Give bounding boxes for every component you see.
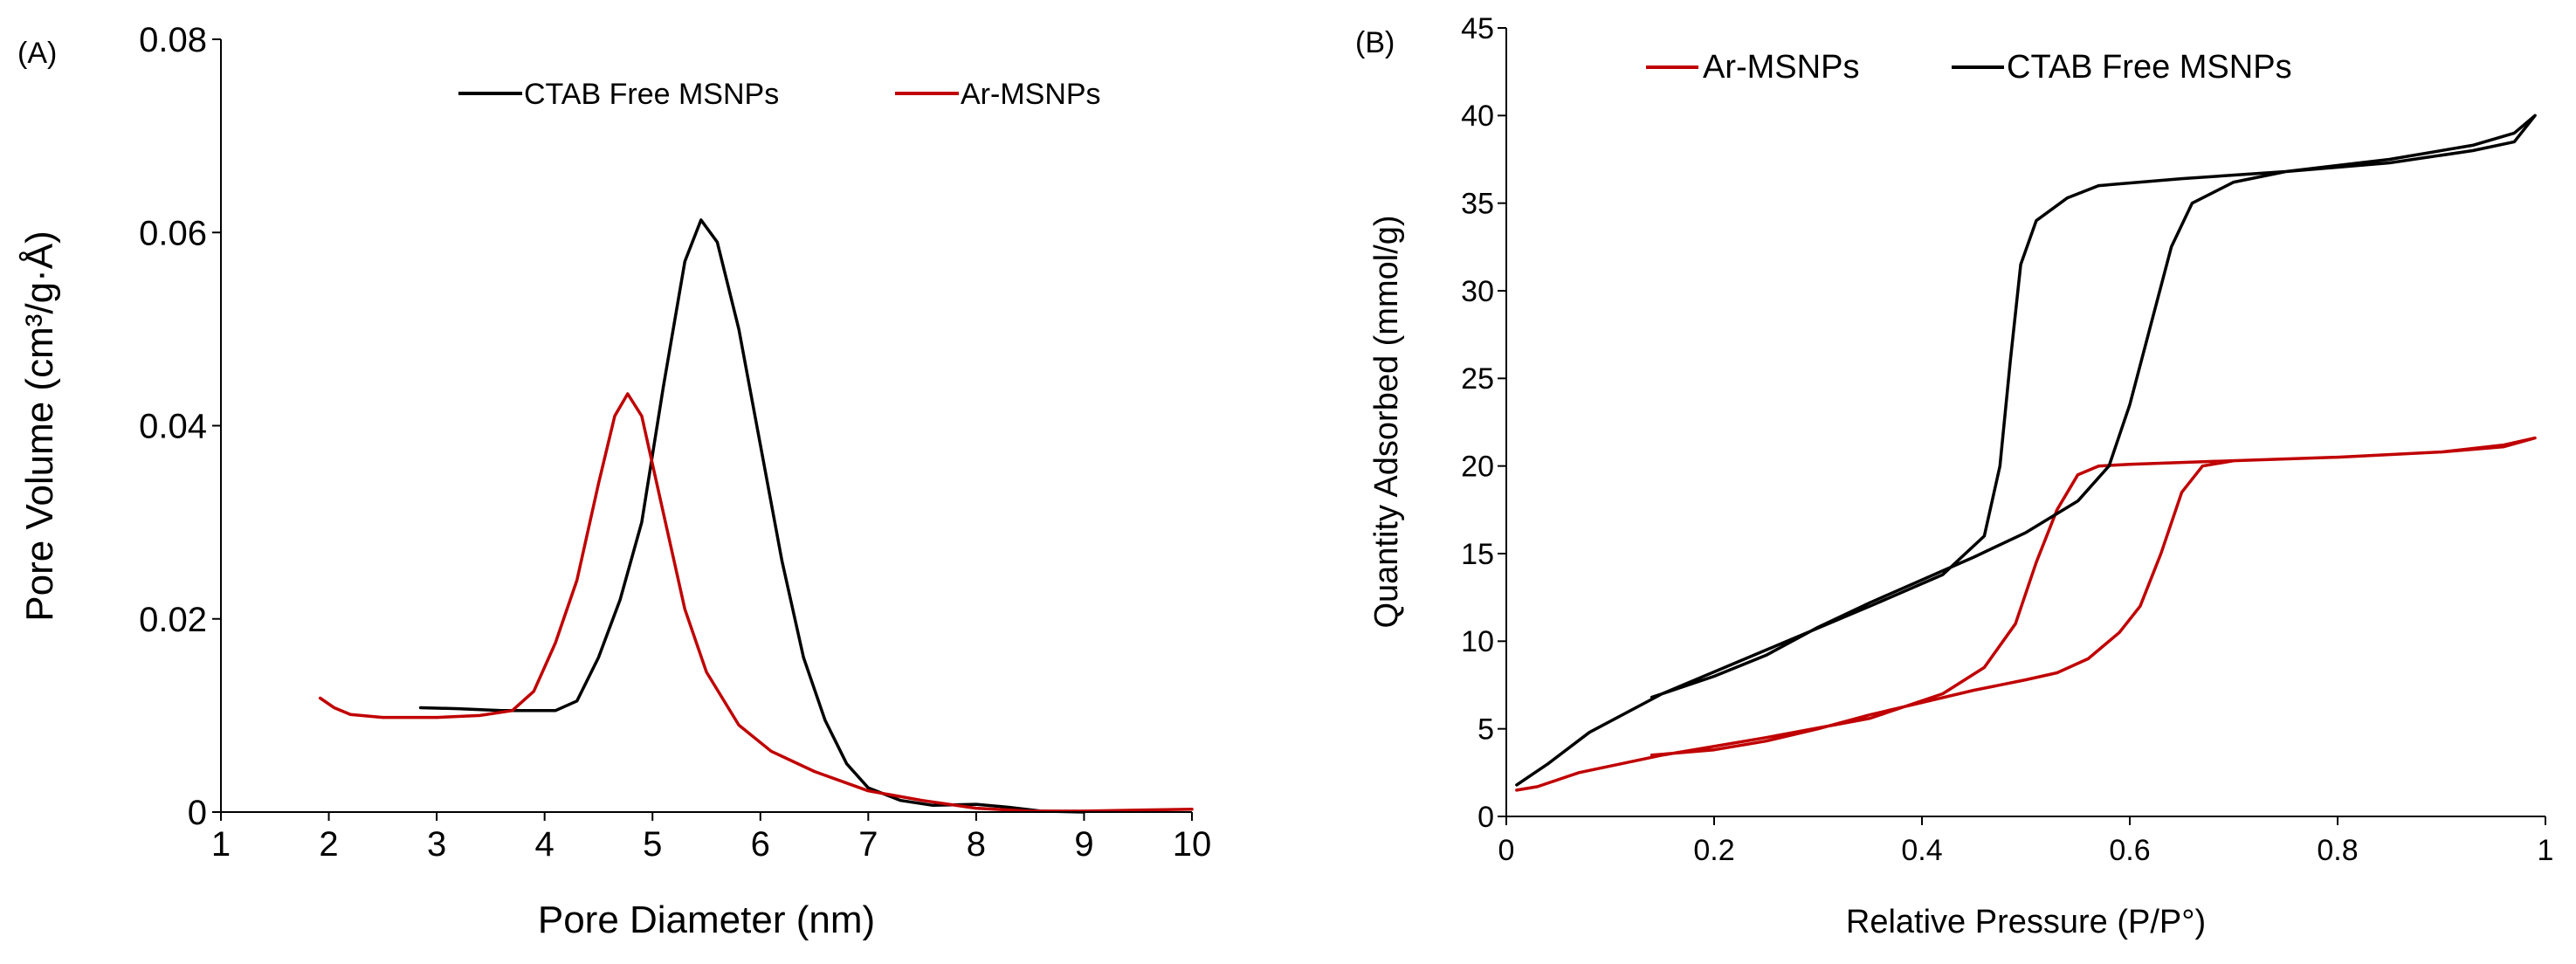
y-tick-label-b: 45 <box>1461 12 1494 45</box>
series-lines-a <box>318 218 1194 814</box>
y-tick-label-a: 0 <box>188 794 207 832</box>
x-tick-label-a: 9 <box>1074 825 1093 864</box>
legend-label-ar-b: Ar-MSNPs <box>1703 49 1859 86</box>
x-tick-label-a: 8 <box>967 825 986 864</box>
y-tick-label-b: 5 <box>1477 713 1494 747</box>
x-tick-label-a: 7 <box>858 825 878 864</box>
chart-panel-b: (B) 0 5 10 15 20 25 30 35 40 45 0 0.2 0.4 0.6 0.8 1 Re… <box>1355 12 2553 940</box>
y-ticks-b: 0 5 10 15 20 25 30 35 40 45 <box>1461 12 1506 834</box>
y-tick-label-b: 10 <box>1461 625 1494 658</box>
x-tick-label-b: 0.4 <box>1901 834 1942 867</box>
x-tick-label-a: 5 <box>643 825 662 864</box>
series-line-ctab-free-msnps-a <box>418 218 1086 814</box>
series-line-ar-msnps-a <box>318 392 1194 813</box>
legend-label-ctab-b: CTAB Free MSNPs <box>2007 49 2292 86</box>
legend-label-ar-a: Ar-MSNPs <box>961 78 1101 111</box>
y-tick-label-b: 15 <box>1461 538 1494 571</box>
y-tick-label-b: 35 <box>1461 188 1494 221</box>
x-ticks-b: 0 0.2 0.4 0.6 0.8 1 <box>1498 816 2554 867</box>
x-tick-label-b: 0.2 <box>1693 834 1734 867</box>
series-line-ctab-free-msnps-b <box>1515 114 2537 787</box>
y-axis-title-b: Quantity Adsorbed (mmol/g) <box>1368 215 1405 628</box>
x-tick-label-b: 0.6 <box>2109 834 2150 867</box>
x-tick-label-a: 10 <box>1173 825 1212 864</box>
panel-label-a: (A) <box>17 37 57 70</box>
series-line-ar-msnps-b <box>1515 436 2537 792</box>
y-tick-label-b: 0 <box>1477 801 1494 834</box>
y-ticks-a: 0 0.02 0.04 0.06 0.08 <box>139 21 221 832</box>
y-tick-label-b: 25 <box>1461 362 1494 396</box>
legend-b: Ar-MSNPs CTAB Free MSNPs <box>1646 49 2292 86</box>
series-lines-b <box>1515 114 2537 792</box>
x-axis-title-a: Pore Diameter (nm) <box>538 899 875 941</box>
y-tick-label-b: 30 <box>1461 275 1494 308</box>
y-tick-label-a: 0.08 <box>139 21 207 59</box>
y-tick-label-b: 20 <box>1461 451 1494 484</box>
y-tick-label-a: 0.04 <box>139 408 207 446</box>
x-tick-label-b: 1 <box>2538 834 2554 867</box>
chart-panel-a: (A) 0 0.02 0.04 0.06 0.08 1 2 3 4 5 6 7 8 9 10 Pore D… <box>17 21 1211 941</box>
x-tick-label-a: 6 <box>751 825 770 864</box>
panel-label-b: (B) <box>1355 26 1395 59</box>
y-tick-label-a: 0.02 <box>139 601 207 639</box>
x-tick-label-a: 3 <box>427 825 446 864</box>
x-ticks-a: 1 2 3 4 5 6 7 8 9 10 <box>211 812 1211 864</box>
y-tick-label-a: 0.06 <box>139 214 207 252</box>
x-axis-title-b: Relative Pressure (P/P°) <box>1846 904 2206 940</box>
legend-a: CTAB Free MSNPs Ar-MSNPs <box>458 78 1101 111</box>
x-tick-label-a: 2 <box>319 825 338 864</box>
x-tick-label-a: 4 <box>535 825 554 864</box>
x-tick-label-b: 0.8 <box>2317 834 2358 867</box>
x-tick-label-a: 1 <box>211 825 231 864</box>
legend-label-ctab-a: CTAB Free MSNPs <box>524 78 779 111</box>
y-axis-title-a: Pore Volume (cm³/g·Å) <box>18 231 61 621</box>
y-tick-label-b: 40 <box>1461 100 1494 133</box>
x-tick-label-b: 0 <box>1498 834 1515 867</box>
